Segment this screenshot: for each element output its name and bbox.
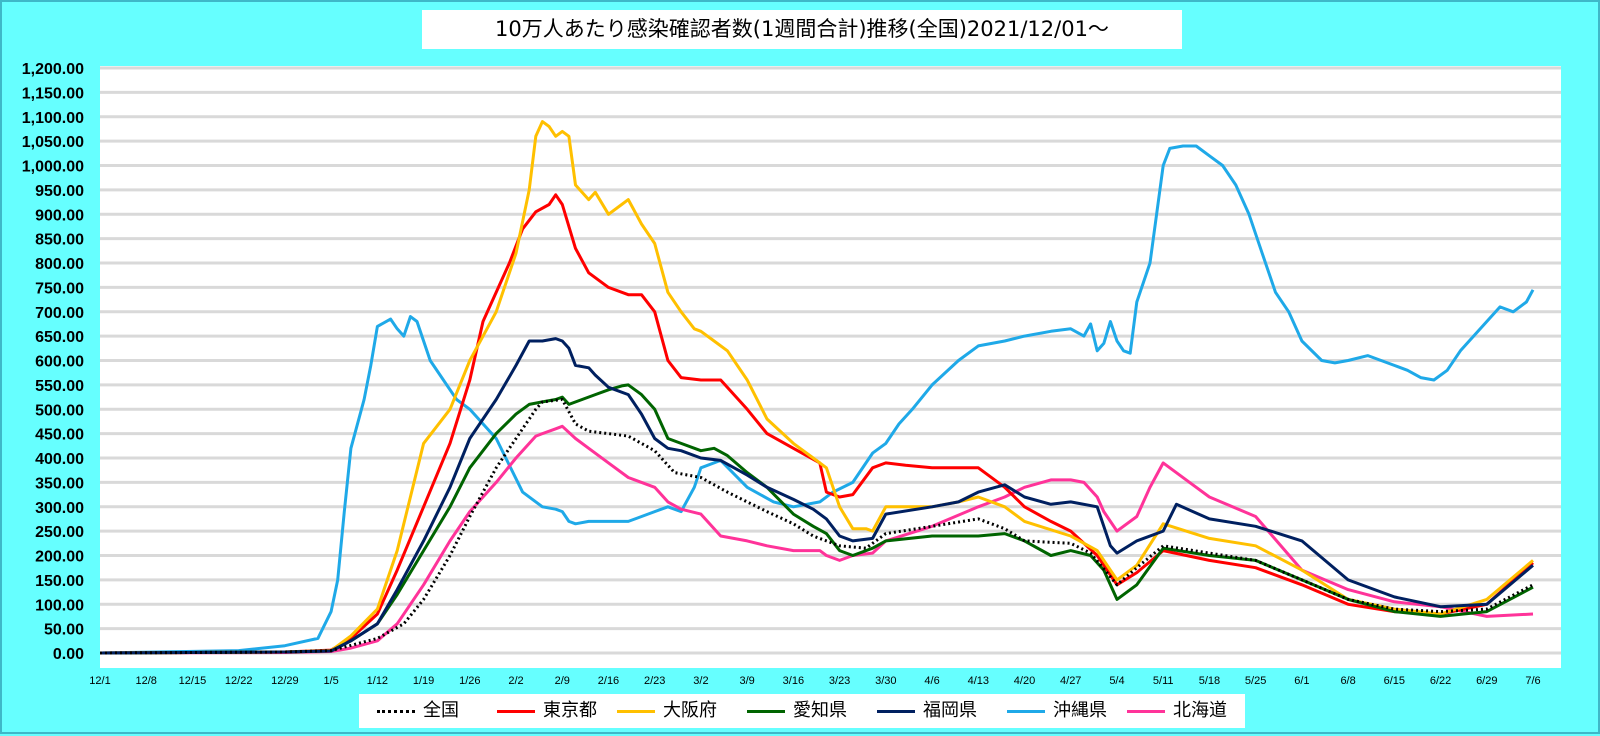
x-tick-label: 6/15 (1384, 675, 1405, 687)
legend-label: 大阪府 (663, 700, 717, 721)
y-tick-label: 500.00 (35, 402, 84, 419)
x-tick-label: 12/29 (271, 675, 299, 687)
y-tick-label: 150.00 (35, 573, 84, 590)
x-tick-label: 3/23 (829, 675, 850, 687)
chart-title: 10万人あたり感染確認者数(1週間合計)推移(全国)2021/12/01～ (495, 17, 1109, 41)
legend-swatch (617, 710, 655, 713)
legend-label: 全国 (423, 700, 459, 721)
x-tick-label: 1/19 (413, 675, 434, 687)
legend-label: 北海道 (1173, 700, 1227, 721)
y-tick-label: 0.00 (53, 646, 84, 663)
legend-swatch (747, 710, 785, 713)
y-tick-label: 900.00 (35, 207, 84, 224)
series-line-2 (100, 120, 1534, 655)
legend-swatch (377, 710, 415, 713)
x-tick-label: 3/30 (875, 675, 896, 687)
y-tick-label: 1,000.00 (22, 159, 84, 176)
y-tick-label: 1,150.00 (22, 85, 84, 102)
x-tick-label: 3/16 (783, 675, 804, 687)
x-tick-label: 5/4 (1109, 675, 1124, 687)
y-tick-label: 400.00 (35, 451, 84, 468)
x-tick-label: 12/22 (225, 675, 253, 687)
series-line-6 (100, 424, 1534, 655)
y-tick-label: 700.00 (35, 305, 84, 322)
line-chart (100, 66, 1561, 655)
y-tick-label: 1,100.00 (22, 110, 84, 127)
x-tick-label: 6/29 (1476, 675, 1497, 687)
x-tick-label: 2/16 (598, 675, 619, 687)
y-tick-label: 50.00 (44, 622, 84, 639)
x-tick-label: 6/8 (1340, 675, 1355, 687)
y-tick-label: 300.00 (35, 500, 84, 517)
y-tick-label: 350.00 (35, 475, 84, 492)
title-box: 10万人あたり感染確認者数(1週間合計)推移(全国)2021/12/01～ (422, 10, 1182, 49)
x-tick-label: 12/8 (136, 675, 157, 687)
y-tick-label: 100.00 (35, 597, 84, 614)
y-tick-label: 650.00 (35, 329, 84, 346)
y-tick-label: 850.00 (35, 232, 84, 249)
series-line-0 (100, 398, 1534, 655)
x-tick-label: 4/20 (1014, 675, 1035, 687)
y-tick-label: 200.00 (35, 549, 84, 566)
x-tick-label: 3/2 (693, 675, 708, 687)
series-line-3 (100, 383, 1534, 655)
legend: 全国 東京都 大阪府 愛知県 福岡県 沖縄県 北海道 (359, 694, 1245, 728)
y-tick-label: 250.00 (35, 524, 84, 541)
legend-swatch (1127, 710, 1165, 713)
legend-swatch (1007, 710, 1045, 713)
x-tick-label: 1/26 (459, 675, 480, 687)
x-tick-label: 12/15 (179, 675, 207, 687)
legend-label: 東京都 (543, 700, 597, 721)
y-tick-label: 950.00 (35, 183, 84, 200)
x-tick-label: 4/6 (924, 675, 939, 687)
x-tick-label: 5/25 (1245, 675, 1266, 687)
y-tick-label: 800.00 (35, 256, 84, 273)
legend-swatch (497, 710, 535, 713)
x-tick-label: 12/1 (89, 675, 110, 687)
legend-swatch (877, 710, 915, 713)
series-line-1 (100, 193, 1535, 655)
y-tick-label: 450.00 (35, 427, 84, 444)
x-tick-label: 7/6 (1525, 675, 1540, 687)
x-tick-label: 2/2 (508, 675, 523, 687)
y-tick-label: 600.00 (35, 354, 84, 371)
legend-label: 愛知県 (793, 700, 847, 721)
x-tick-label: 5/11 (1153, 675, 1174, 687)
y-tick-label: 1,200.00 (22, 61, 84, 78)
x-tick-label: 2/9 (555, 675, 570, 687)
x-tick-label: 1/5 (323, 675, 338, 687)
y-tick-label: 1,050.00 (22, 134, 84, 151)
x-tick-label: 4/13 (968, 675, 989, 687)
y-tick-label: 750.00 (35, 280, 84, 297)
y-tick-label: 550.00 (35, 378, 84, 395)
x-tick-label: 2/23 (644, 675, 665, 687)
x-tick-label: 1/12 (367, 675, 388, 687)
x-tick-label: 6/22 (1430, 675, 1451, 687)
plot-area (100, 66, 1561, 668)
series-line-5 (100, 144, 1535, 655)
x-tick-label: 4/27 (1060, 675, 1081, 687)
x-tick-label: 6/1 (1294, 675, 1309, 687)
x-tick-label: 3/9 (740, 675, 755, 687)
x-tick-label: 5/18 (1199, 675, 1220, 687)
legend-label: 沖縄県 (1053, 700, 1107, 721)
series-line-4 (100, 337, 1534, 655)
legend-label: 福岡県 (923, 700, 977, 721)
